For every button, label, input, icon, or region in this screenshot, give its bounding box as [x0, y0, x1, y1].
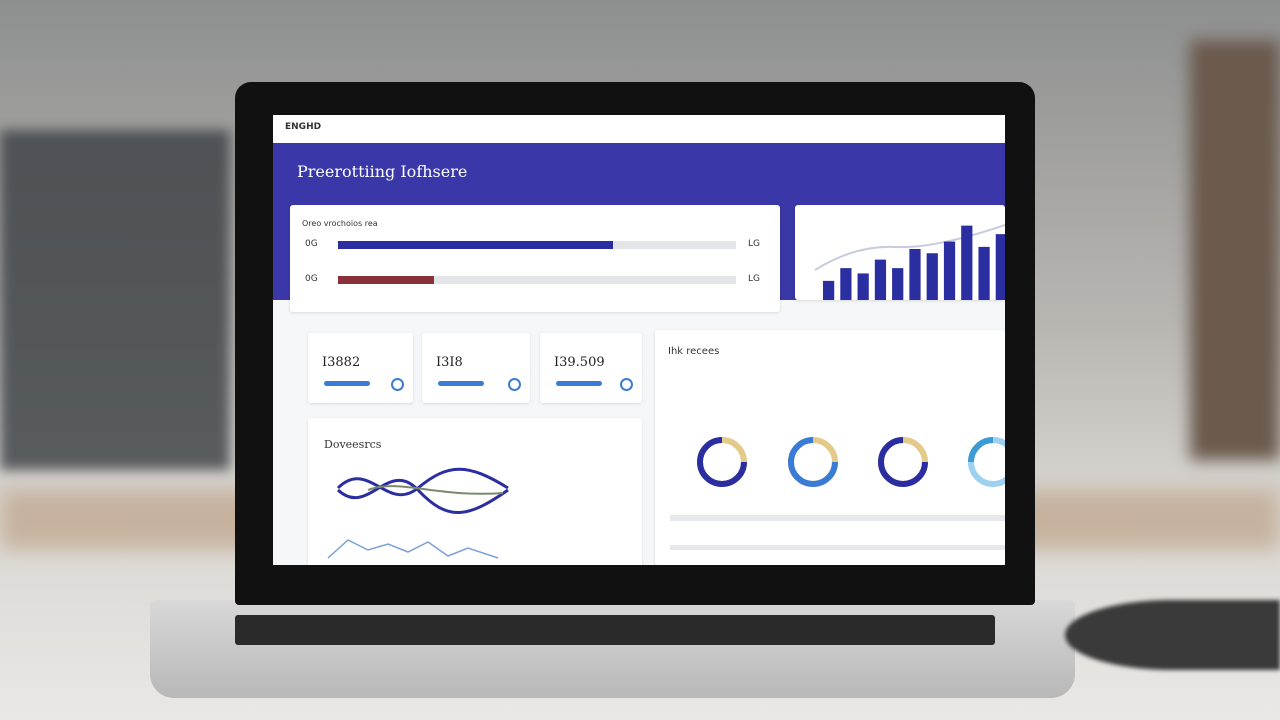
bar: [978, 246, 990, 300]
stat-card: I3882: [308, 333, 413, 403]
resources-panel: Ihk recees: [655, 330, 1005, 565]
bar: [961, 225, 973, 300]
logo: ENGHD: [285, 122, 322, 132]
stat-pill: [438, 381, 484, 386]
progress-label: 0G: [305, 239, 318, 249]
progress-bar: [338, 241, 613, 249]
progress-label: 0G: [305, 274, 318, 284]
stat-value: I3I8: [436, 355, 463, 370]
resources-title: Ihk recees: [668, 346, 720, 357]
stat-pill: [556, 381, 602, 386]
blurred-cabinet: [1190, 40, 1280, 460]
stat-icon: [508, 378, 521, 391]
hero-title: Preerottiing Iofhsere: [297, 162, 468, 181]
screen: ENGHD Preerottiing Iofhsere Oreo vrochoi…: [273, 115, 1005, 565]
stat-card: I3I8: [422, 333, 530, 403]
progress-area: 0G LG 0G LG: [290, 205, 780, 312]
wave-chart: [327, 467, 509, 559]
stat-icon: [620, 378, 633, 391]
stat-card: I39.509: [540, 333, 642, 403]
stat-value: I3882: [322, 355, 361, 370]
mouse-pad: [1065, 600, 1280, 670]
progress-right-label: LG: [748, 239, 760, 249]
progress-track: [338, 276, 736, 284]
stat-pill: [324, 381, 370, 386]
bar: [823, 280, 835, 300]
bar-panel: [795, 205, 1005, 300]
progress-right-label: LG: [748, 274, 760, 284]
keyboard: [235, 615, 995, 645]
bar: [874, 259, 887, 300]
wave-title: Doveesrcs: [324, 438, 382, 451]
bar: [892, 268, 904, 300]
stat-value: I39.509: [554, 355, 605, 370]
donuts: [670, 437, 1005, 550]
bar: [943, 241, 956, 300]
stat-icon: [391, 378, 404, 391]
bar: [926, 253, 938, 300]
bar: [857, 273, 869, 300]
bar-chart: [814, 224, 1005, 300]
wave-panel: Doveesrcs: [308, 418, 642, 565]
blurred-shelf: [0, 130, 230, 470]
bar: [909, 249, 921, 300]
top-bar: ENGHD: [273, 115, 1005, 143]
bar: [840, 268, 852, 300]
progress-bar: [338, 276, 434, 284]
progress-panel: Oreo vrochoios rea 0G LG 0G LG: [290, 205, 780, 312]
panel-title: Oreo vrochoios rea: [302, 219, 378, 228]
bar: [995, 234, 1005, 300]
